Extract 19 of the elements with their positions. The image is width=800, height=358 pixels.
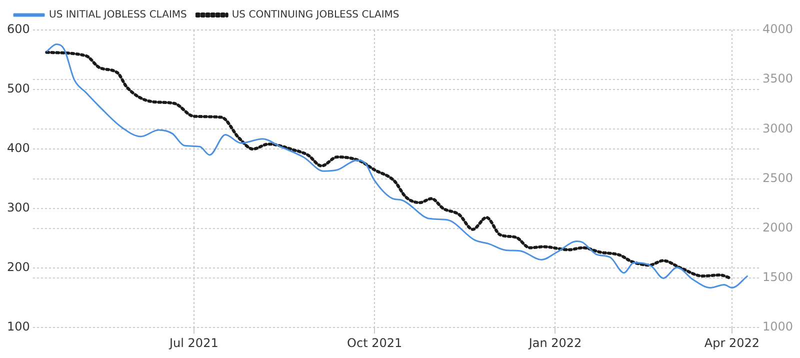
legend-label: US INITIAL JOBLESS CLAIMS (49, 10, 187, 21)
y2-tick-label: 3000 (762, 121, 794, 136)
y-tick-label: 100 (7, 320, 30, 334)
y-tick-label: 600 (7, 22, 30, 36)
y2-tick-label: 2000 (762, 220, 794, 235)
y-tick-label: 200 (7, 260, 30, 274)
x-tick-label: Jan 2022 (528, 336, 582, 350)
y-tick-label: 500 (7, 82, 30, 96)
y2-tick-label: 2500 (762, 170, 794, 185)
x-tick-label: Apr 2022 (704, 336, 760, 350)
y2-tick-label: 1500 (762, 270, 794, 284)
x-tick-label: Jul 2021 (168, 336, 218, 350)
y-tick-label: 300 (7, 200, 30, 215)
y2-tick-label: 1000 (762, 320, 794, 334)
y2-tick-label: 3500 (762, 72, 794, 86)
legend-label: US CONTINUING JOBLESS CLAIMS (232, 10, 400, 21)
x-tick-label: Oct 2021 (347, 336, 402, 350)
y2-tick-label: 4000 (762, 22, 794, 36)
y-tick-label: 400 (7, 141, 30, 156)
